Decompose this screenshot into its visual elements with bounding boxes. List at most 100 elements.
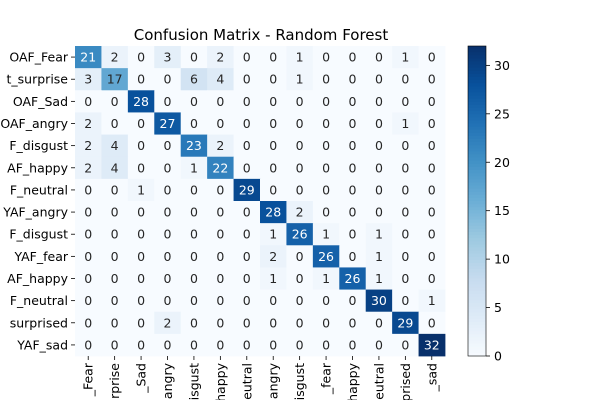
colorbar: 0 5 10 15 20 25 30 (467, 45, 510, 364)
cell-value-label: 2 (164, 315, 172, 330)
heatmap-cell (127, 267, 155, 290)
column-tick-label: neutral (239, 363, 254, 400)
heatmap-cell (286, 289, 314, 313)
row-tick-label: F_neutral (10, 293, 68, 308)
cell-value-label: 4 (111, 138, 119, 153)
cell-value-label: 0 (164, 205, 172, 220)
cell-value-label: 0 (296, 116, 304, 131)
column-tick-label: _Fear (81, 362, 96, 397)
cell-value-label: 0 (349, 205, 357, 220)
cell-value-label: 0 (296, 249, 304, 264)
colorbar-segment (468, 145, 486, 149)
cell-value-label: 0 (428, 94, 436, 109)
heatmap-cell (392, 134, 419, 158)
cell-value-label: 0 (428, 315, 436, 330)
colorbar-segment (468, 139, 486, 143)
colorbar-segment (468, 346, 486, 351)
cell-value-label: 0 (296, 293, 304, 308)
cell-value-label: 4 (111, 160, 119, 175)
colorbar-segment (468, 101, 486, 106)
cell-value-label: 0 (296, 315, 304, 330)
colorbar-segment (468, 315, 486, 320)
heatmap-cell (207, 46, 234, 69)
cell-value-label: 0 (322, 293, 330, 308)
row-tick-label: F_neutral (10, 182, 68, 197)
heatmap-cell (260, 46, 287, 69)
colorbar-segment (468, 201, 486, 205)
cell-value-label: 0 (137, 50, 145, 65)
heatmap-cell (365, 267, 393, 290)
column-tick-label: _Sad (134, 363, 149, 394)
cell-value-label: 0 (190, 293, 198, 308)
cell-value-label: 0 (164, 293, 172, 308)
heatmap-cell (286, 201, 314, 224)
cell-value-label: 0 (111, 271, 119, 286)
cell-value-label: 4 (216, 72, 224, 87)
cell-value-label: 0 (428, 138, 436, 153)
heatmap-cell (339, 68, 367, 91)
heatmap-cell (154, 112, 182, 135)
heatmap-cell (418, 178, 446, 202)
cell-value-label: 0 (137, 116, 145, 131)
colorbar-segment (468, 256, 486, 261)
heatmap-cell (418, 311, 446, 335)
heatmap-cell (154, 267, 182, 290)
heatmap-cell (180, 46, 208, 69)
column-tick-label: angry (160, 362, 175, 399)
heatmap-cell (75, 245, 102, 268)
heatmap-cell (392, 223, 419, 246)
heatmap-cell (392, 178, 419, 202)
colorbar-segment (468, 49, 486, 53)
colorbar-segment (468, 287, 486, 292)
heatmap-cell (418, 333, 446, 357)
heatmap-cell (233, 289, 261, 313)
heatmap-cell (286, 156, 314, 180)
cell-value-label: 0 (137, 293, 145, 308)
cell-value-label: 0 (84, 293, 92, 308)
cell-value-label: 1 (296, 72, 304, 87)
cell-value-label: 28 (265, 205, 281, 220)
heatmap-cell (260, 68, 287, 91)
cell-value-label: 0 (111, 182, 119, 197)
heatmap-cell (207, 333, 234, 357)
cell-value-label: 0 (428, 160, 436, 175)
cell-value-label: 0 (375, 94, 383, 109)
cell-value-label: 0 (349, 315, 357, 330)
cell-value-label: 0 (243, 94, 251, 109)
heatmap-cell (392, 90, 419, 113)
cell-value-label: 0 (375, 205, 383, 220)
cell-value-label: 1 (322, 227, 330, 242)
heatmap-cell (207, 267, 234, 290)
colorbar-segment (468, 176, 486, 180)
heatmap-cells: 21 2 0 3 0 2 0 0 1 0 0 0 1 03 17 0 0 6 4 0 0 1 0 0 0 0 00 0 28 0 0 0 0 0 0… (75, 46, 446, 357)
cell-value-label: 0 (216, 182, 224, 197)
heatmap-cell (207, 90, 234, 113)
heatmap-cell (339, 223, 367, 246)
colorbar-segment (468, 98, 486, 103)
heatmap-cell (154, 223, 182, 246)
colorbar-segment (468, 188, 486, 193)
cell-value-label: 0 (243, 160, 251, 175)
heatmap-cell (127, 156, 155, 180)
colorbar-segment (468, 104, 486, 109)
heatmap-cell (392, 201, 419, 224)
cell-value-label: 0 (190, 205, 198, 220)
cell-value-label: 0 (190, 249, 198, 264)
heatmap-cell (127, 68, 155, 91)
heatmap-cell (365, 223, 393, 246)
row-tick-label: OAF_angry (0, 116, 68, 131)
colorbar-segment (468, 247, 486, 252)
heatmap-cell (365, 156, 393, 180)
colorbar-segment (468, 191, 486, 196)
cell-value-label: 0 (137, 271, 145, 286)
heatmap-cell (101, 156, 129, 180)
colorbar-segment (468, 213, 486, 217)
heatmap-cell (75, 112, 102, 135)
heatmap-cell (207, 156, 234, 180)
colorbar-segment (468, 166, 486, 171)
heatmap-cell (286, 68, 314, 91)
cell-value-label: 1 (190, 160, 198, 175)
colorbar-segment (468, 67, 486, 72)
heatmap-cell (154, 46, 182, 69)
colorbar-segment (468, 303, 486, 307)
